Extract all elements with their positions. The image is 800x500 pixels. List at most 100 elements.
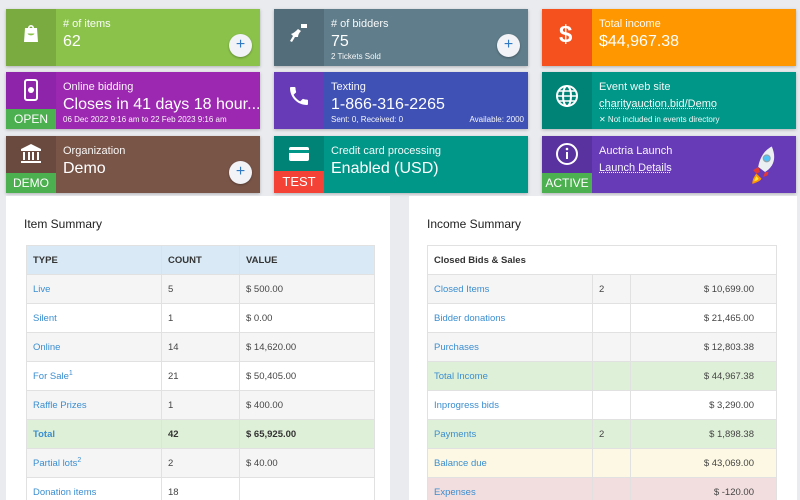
income-count: 2 [592, 419, 631, 449]
shopping-bag-icon [24, 25, 38, 42]
add-item-button[interactable]: + [229, 34, 252, 57]
bidders-icon-col [274, 9, 324, 66]
income-count [592, 303, 631, 333]
income-row-link[interactable]: Balance due [427, 448, 593, 478]
income-summary-panel: Income Summary Closed Bids & Sales Close… [409, 196, 797, 500]
bidder-hand-icon [290, 24, 307, 42]
organization-value: Demo [63, 160, 106, 177]
income-value: $ 21,465.00 [630, 303, 777, 333]
table-row: Silent 1 $ 0.00 [26, 303, 375, 333]
active-badge: ACTIVE [542, 173, 592, 193]
income-value: $ 10,699.00 [630, 274, 777, 304]
credit-card-label: Credit card processing [331, 145, 442, 157]
organization-tile[interactable]: DEMO Organization Demo + [6, 136, 260, 193]
items-tile[interactable]: # of items 62 + [6, 9, 260, 66]
item-summary-panel: Item Summary TYPE COUNT VALUE Live 5 $ 5… [6, 196, 390, 500]
income-row-link[interactable]: Closed Items [427, 274, 593, 304]
items-icon-col [6, 9, 56, 66]
table-row: Live 5 $ 500.00 [26, 274, 375, 304]
item-value: $ 14,620.00 [239, 332, 375, 362]
items-value: 62 [63, 33, 81, 50]
item-type-link[interactable]: Online [26, 332, 162, 362]
income-value: $ 3,290.00 [630, 390, 777, 420]
income-row-link[interactable]: Total Income [427, 361, 593, 391]
item-count: 5 [161, 274, 240, 304]
svg-text:$: $ [559, 21, 573, 45]
credit-card-tile[interactable]: TEST Credit card processing Enabled (USD… [274, 136, 528, 193]
income-row-link[interactable]: Payments [427, 419, 593, 449]
item-type-link[interactable]: Live [26, 274, 162, 304]
income-value: $ 12,803.38 [630, 332, 777, 362]
item-summary-table: TYPE COUNT VALUE Live 5 $ 500.00 Silent … [26, 245, 375, 500]
item-value: $ 40.00 [239, 448, 375, 478]
add-organization-button[interactable]: + [229, 161, 252, 184]
item-count-total: 42 [161, 419, 240, 449]
online-bidding-label: Online bidding [63, 81, 134, 93]
footnote-marker: 2 [77, 456, 82, 464]
income-count [592, 332, 631, 362]
texting-stats: Sent: 0, Received: 0 [331, 115, 404, 124]
income-row-link[interactable]: Bidder donations [427, 303, 593, 333]
texting-tile[interactable]: Texting 1-866-316-2265 Sent: 0, Received… [274, 72, 528, 129]
income-count [592, 477, 631, 500]
bidders-tile[interactable]: # of bidders 75 2 Tickets Sold + [274, 9, 528, 66]
balance-due-row: Balance due $ 43,069.00 [427, 448, 777, 478]
income-tile[interactable]: $ Total income $44,967.38 [542, 9, 796, 66]
add-bidder-button[interactable]: + [497, 34, 520, 57]
bidders-label: # of bidders [331, 18, 389, 30]
income-row-link[interactable]: Expenses [427, 477, 593, 500]
item-value: $ 500.00 [239, 274, 375, 304]
directory-note: ✕ Not included in events directory [599, 115, 720, 124]
online-bidding-tile[interactable]: OPEN Online bidding Closes in 41 days 18… [6, 72, 260, 129]
texting-icon-col [274, 72, 324, 129]
launch-tile[interactable]: ACTIVE Auctria Launch Launch Details [542, 136, 796, 193]
income-row-link[interactable]: Inprogress bids [427, 390, 593, 420]
mobile-settings-icon [24, 79, 38, 101]
item-type-link[interactable]: Partial lots2 [26, 448, 162, 478]
item-type-link[interactable]: For Sale1 [26, 361, 162, 391]
website-tile[interactable]: Event web site charityauction.bid/Demo ✕… [542, 72, 796, 129]
expenses-row: Expenses $ -120.00 [427, 477, 777, 500]
closed-bids-header: Closed Bids & Sales [427, 245, 777, 275]
texting-label: Texting [331, 81, 366, 93]
table-row: Bidder donations $ 21,465.00 [427, 303, 777, 333]
organization-label: Organization [63, 145, 126, 157]
item-summary-title: Item Summary [24, 217, 103, 231]
launch-details-link[interactable]: Launch Details [599, 162, 672, 174]
income-value: $ 44,967.38 [630, 361, 777, 391]
item-count: 18 [161, 477, 240, 500]
item-type-link[interactable]: Raffle Prizes [26, 390, 162, 420]
item-type-link[interactable]: Donation items [26, 477, 162, 500]
income-value: $ 1,898.38 [630, 419, 777, 449]
total-income-row: Total Income $ 44,967.38 [427, 361, 777, 391]
credit-card-value: Enabled (USD) [331, 160, 439, 177]
bidders-value: 75 [331, 33, 349, 50]
payments-row: Payments 2 $ 1,898.38 [427, 419, 777, 449]
income-row-link[interactable]: Purchases [427, 332, 593, 362]
count-header: COUNT [161, 245, 240, 275]
income-summary-table: Closed Bids & Sales Closed Items 2 $ 10,… [427, 245, 777, 500]
income-count [592, 390, 631, 420]
item-count: 14 [161, 332, 240, 362]
item-type-link[interactable]: Silent [26, 303, 162, 333]
income-icon-col: $ [542, 9, 592, 66]
info-icon [556, 143, 578, 165]
globe-icon [556, 85, 578, 107]
table-row: Inprogress bids $ 3,290.00 [427, 390, 777, 420]
income-summary-title: Income Summary [427, 217, 522, 231]
table-row: Raffle Prizes 1 $ 400.00 [26, 390, 375, 420]
item-value [239, 477, 375, 500]
dollar-icon: $ [559, 21, 573, 45]
income-count: 2 [592, 274, 631, 304]
website-link[interactable]: charityauction.bid/Demo [599, 98, 718, 110]
income-count [592, 448, 631, 478]
item-type-total[interactable]: Total [26, 419, 162, 449]
total-row: Total 42 $ 65,925.00 [26, 419, 375, 449]
table-row: Online 14 $ 14,620.00 [26, 332, 375, 362]
income-value: $ 43,069.00 [630, 448, 777, 478]
item-value: $ 400.00 [239, 390, 375, 420]
rocket-icon [752, 146, 775, 184]
item-value-total: $ 65,925.00 [239, 419, 375, 449]
phone-icon [290, 87, 308, 105]
